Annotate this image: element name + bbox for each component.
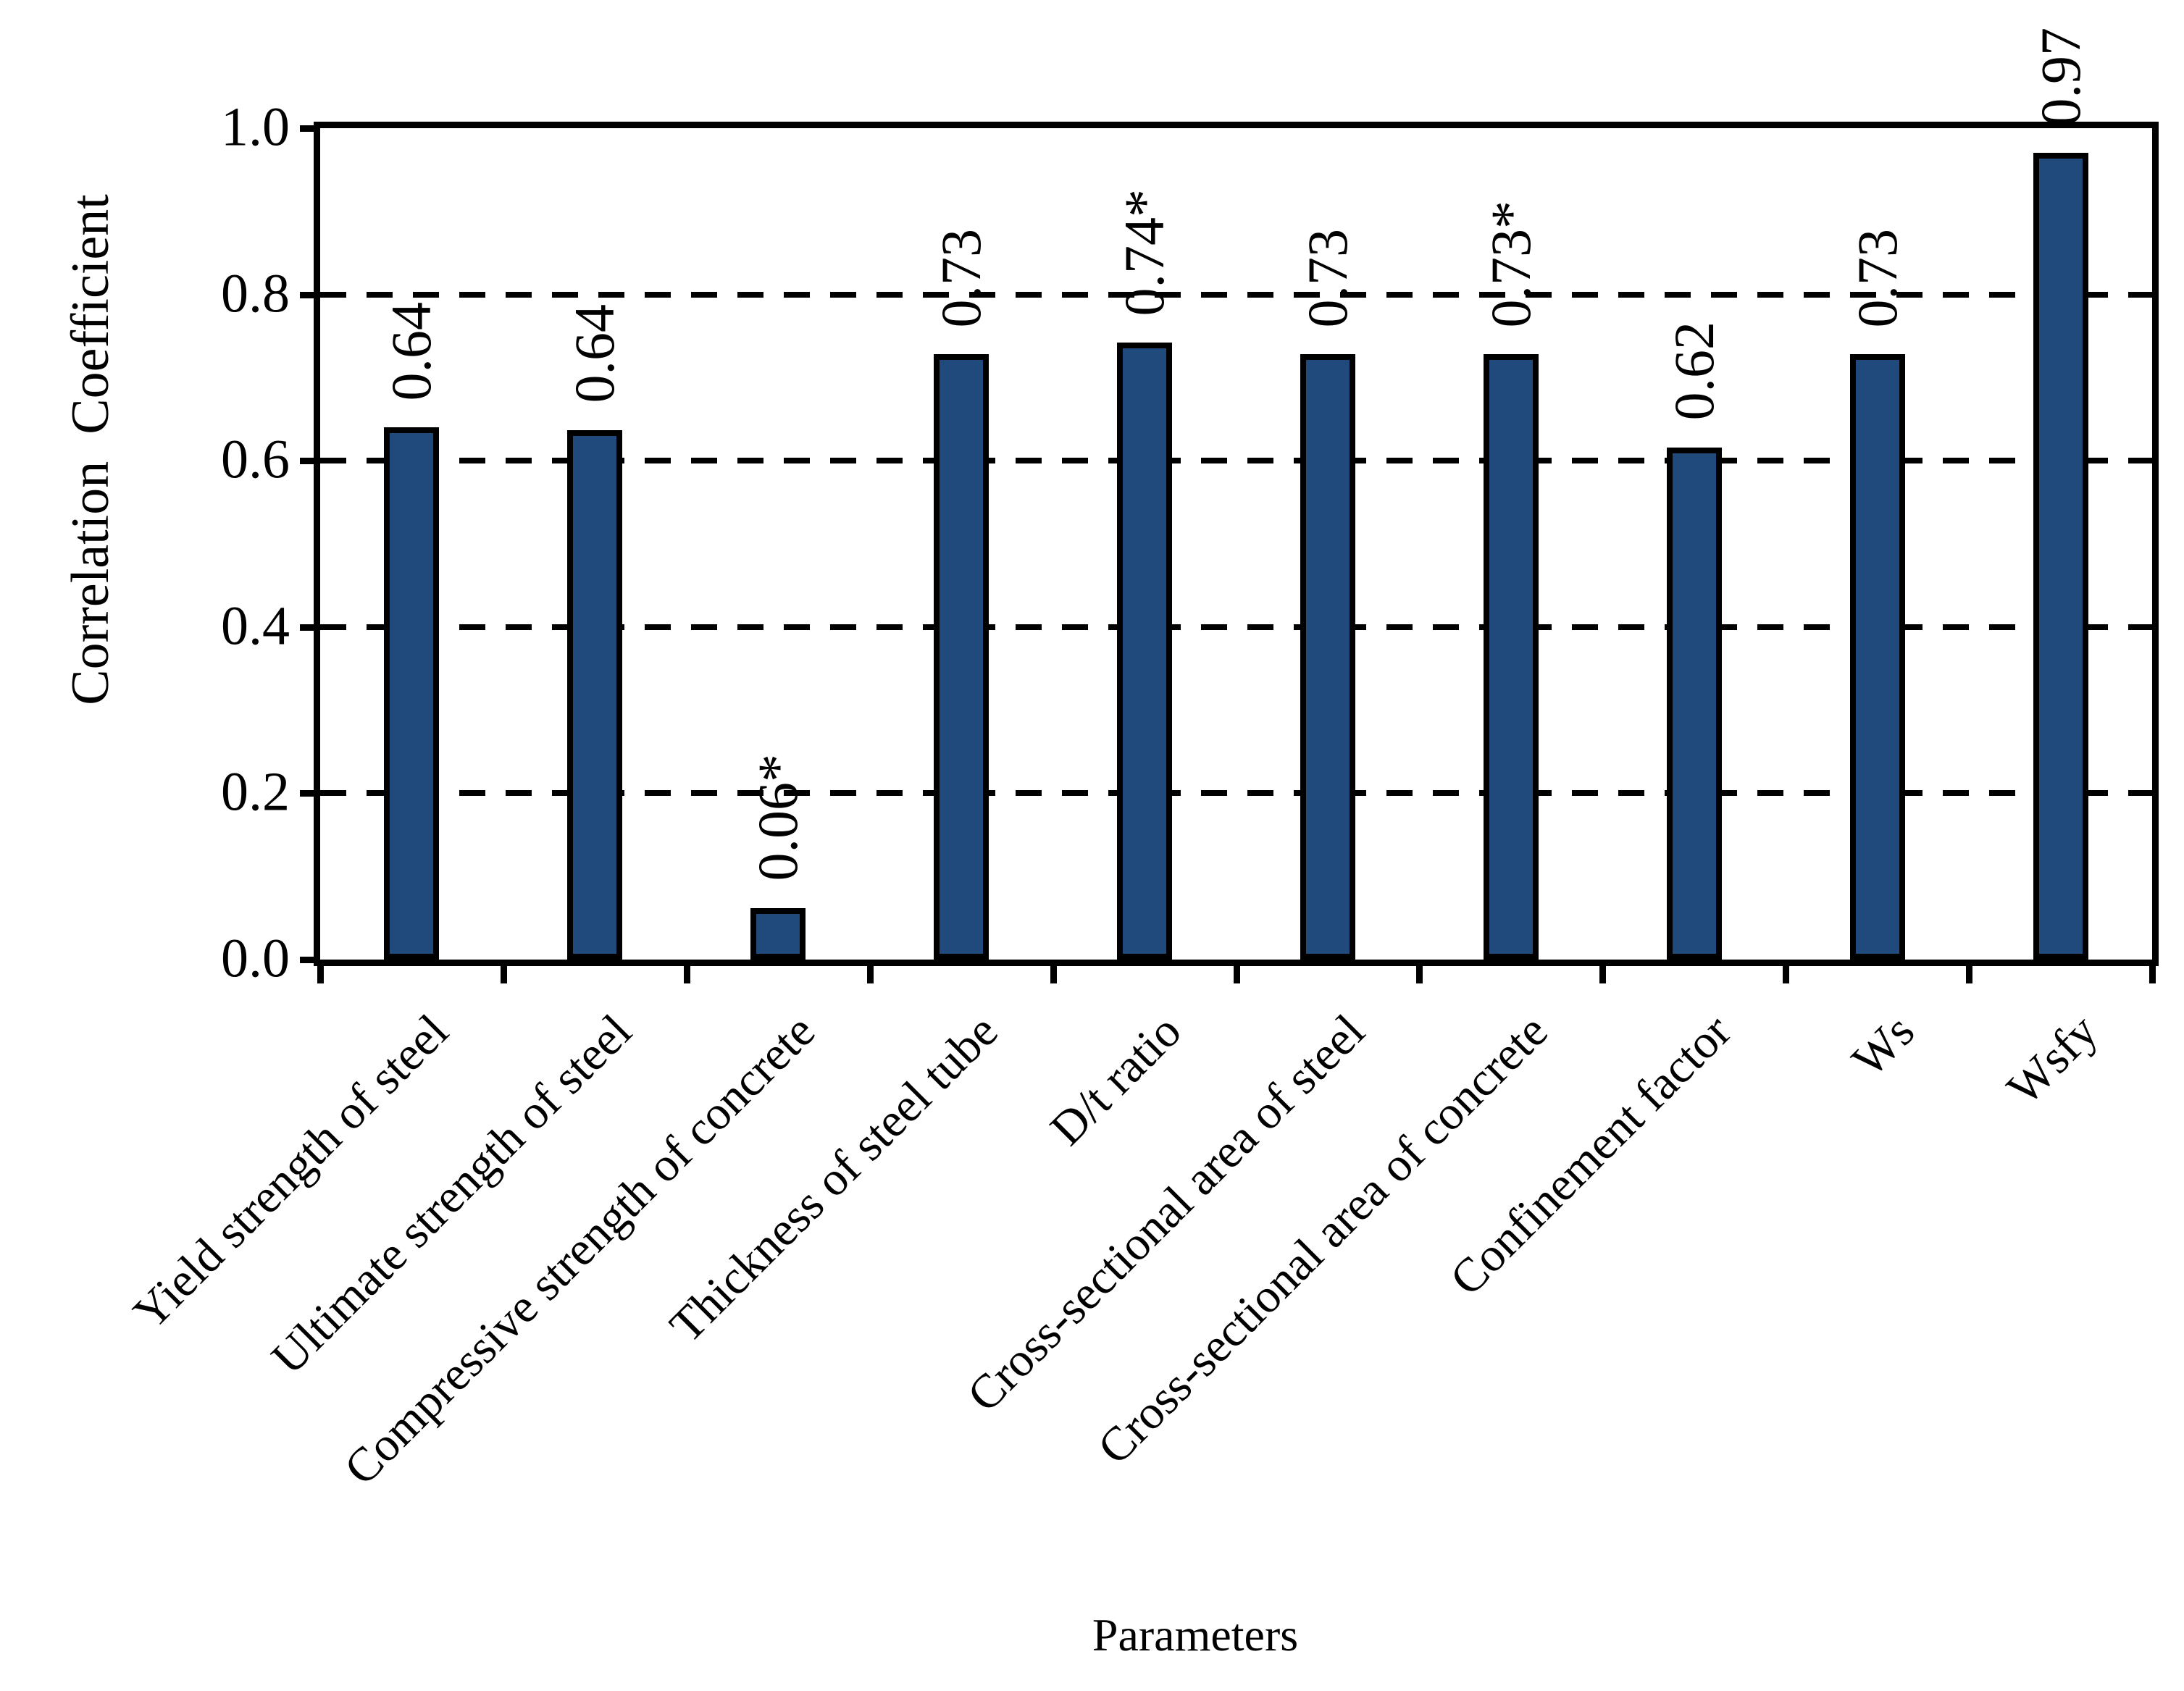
- x-tick-boundary-7: [1599, 963, 1607, 983]
- bar-value-label-1: 0.64: [563, 304, 627, 403]
- y-tick-0.4: [300, 624, 319, 631]
- y-tick-0.8: [300, 291, 319, 298]
- bar-value-label-9: 0.97: [2028, 27, 2092, 127]
- y-tick-0.0: [300, 957, 319, 963]
- y-tick-label-0.0: 0.0: [221, 928, 290, 989]
- x-tick-boundary-3: [866, 963, 874, 983]
- y-tick-label-0.2: 0.2: [221, 761, 290, 823]
- x-tick-boundary-2: [683, 963, 690, 983]
- x-tick-boundary-10: [2149, 963, 2156, 983]
- bar-9: [2033, 153, 2088, 960]
- bar-5: [1300, 354, 1355, 960]
- bar-6: [1483, 354, 1539, 960]
- y-tick-label-1.0: 1.0: [221, 96, 290, 158]
- gridline-0.6: [320, 458, 2152, 464]
- x-axis-title: Parameters: [1092, 1609, 1299, 1661]
- y-tick-label-0.8: 0.8: [221, 263, 290, 324]
- bar-value-label-7: 0.62: [1662, 322, 1725, 421]
- bar-value-label-4: 0.74*: [1113, 188, 1176, 316]
- y-axis-title: Correlation Coefficient: [61, 194, 120, 705]
- category-label-8: Ws: [1841, 1004, 1925, 1088]
- y-tick-label-0.6: 0.6: [221, 429, 290, 490]
- bar-value-label-8: 0.73: [1845, 228, 1909, 328]
- x-tick-boundary-0: [317, 963, 324, 983]
- bar-2: [750, 907, 806, 960]
- gridline-0.4: [320, 624, 2152, 630]
- bar-value-label-6: 0.73*: [1478, 200, 1542, 328]
- bar-4: [1117, 343, 1173, 960]
- bar-7: [1666, 447, 1722, 960]
- x-tick-boundary-8: [1783, 963, 1790, 983]
- bar-value-label-5: 0.73: [1295, 228, 1359, 328]
- x-tick-boundary-1: [500, 963, 507, 983]
- category-label-0: Yield strength of steel: [123, 1004, 459, 1340]
- y-tick-1.0: [300, 125, 319, 132]
- x-tick-boundary-6: [1416, 963, 1423, 983]
- category-label-9: Wsfy: [1996, 1004, 2108, 1115]
- category-label-1: Ultimate strength of steel: [262, 1004, 643, 1385]
- bar-value-label-0: 0.64: [380, 301, 443, 401]
- y-tick-0.2: [300, 790, 319, 797]
- y-tick-label-0.4: 0.4: [221, 595, 290, 657]
- bar-1: [567, 429, 623, 960]
- bar-value-label-2: 0.06*: [746, 754, 810, 881]
- plot-frame: [314, 122, 2159, 966]
- x-tick-boundary-5: [1233, 963, 1240, 983]
- bar-3: [934, 354, 990, 960]
- gridline-0.8: [320, 291, 2152, 298]
- category-label-3: Thickness of steel tube: [660, 1004, 1008, 1353]
- category-label-4: D/t ratio: [1040, 1004, 1192, 1156]
- bar-value-label-3: 0.73: [929, 228, 993, 328]
- x-tick-boundary-9: [1966, 963, 1973, 983]
- x-tick-boundary-4: [1050, 963, 1057, 983]
- gridline-0.2: [320, 790, 2152, 797]
- bar-0: [384, 427, 440, 960]
- y-tick-0.6: [300, 458, 319, 465]
- bar-8: [1849, 354, 1905, 960]
